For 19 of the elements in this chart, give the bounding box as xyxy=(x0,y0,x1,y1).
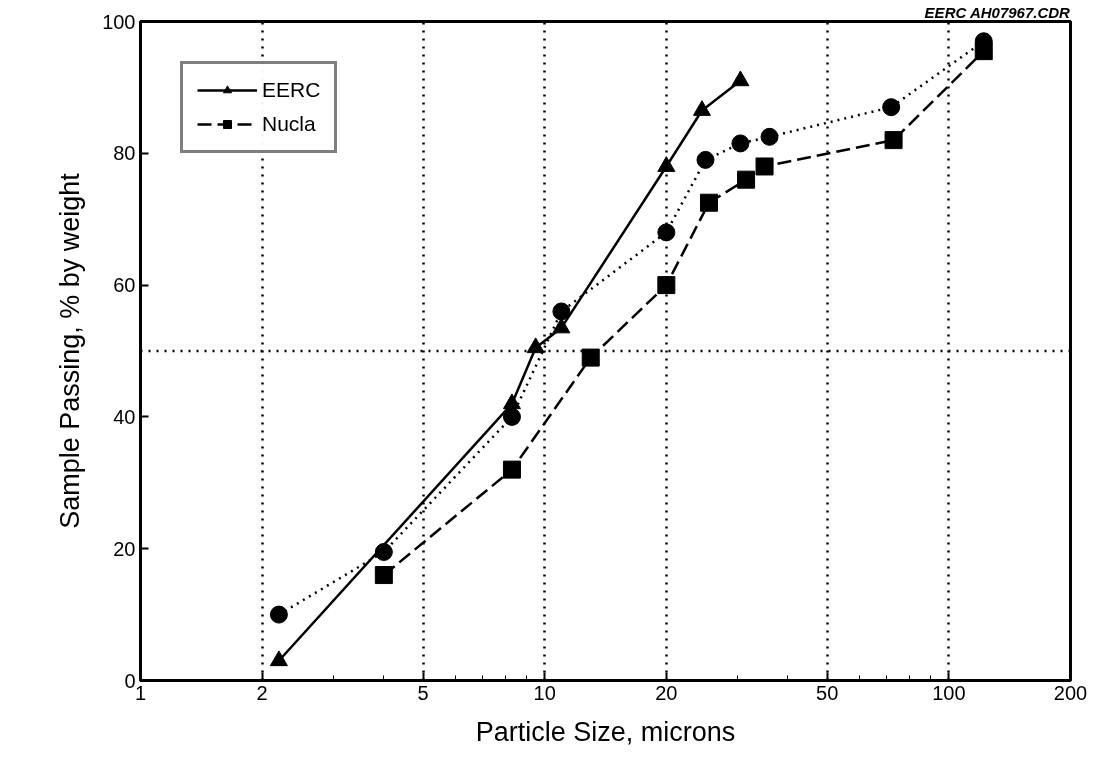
y-tick-label: 40 xyxy=(113,405,136,428)
y-axis-title: Sample Passing, % by weight xyxy=(55,172,86,529)
x-tick-label: 200 xyxy=(1053,681,1088,704)
y-tick-label: 0 xyxy=(124,669,136,692)
x-tick-label: 20 xyxy=(655,681,678,704)
x-tick-label: 2 xyxy=(256,681,268,704)
y-tick-label: 100 xyxy=(102,10,136,33)
y-tick-label: 20 xyxy=(113,537,136,560)
x-tick-label: 1 xyxy=(134,681,147,704)
x-tick-label: 50 xyxy=(816,681,839,704)
legend-label: Nucla xyxy=(262,112,316,136)
legend-label: EERC xyxy=(262,78,321,102)
x-tick-label: 100 xyxy=(932,681,966,704)
text: EERC AH07967.CDR xyxy=(924,3,1071,21)
x-tick-label: 10 xyxy=(533,681,556,704)
x-tick-label: 5 xyxy=(417,681,429,704)
y-tick-label: 80 xyxy=(113,142,136,165)
y-tick-label: 60 xyxy=(113,274,136,297)
x-axis-title: Particle Size, microns xyxy=(475,716,736,747)
